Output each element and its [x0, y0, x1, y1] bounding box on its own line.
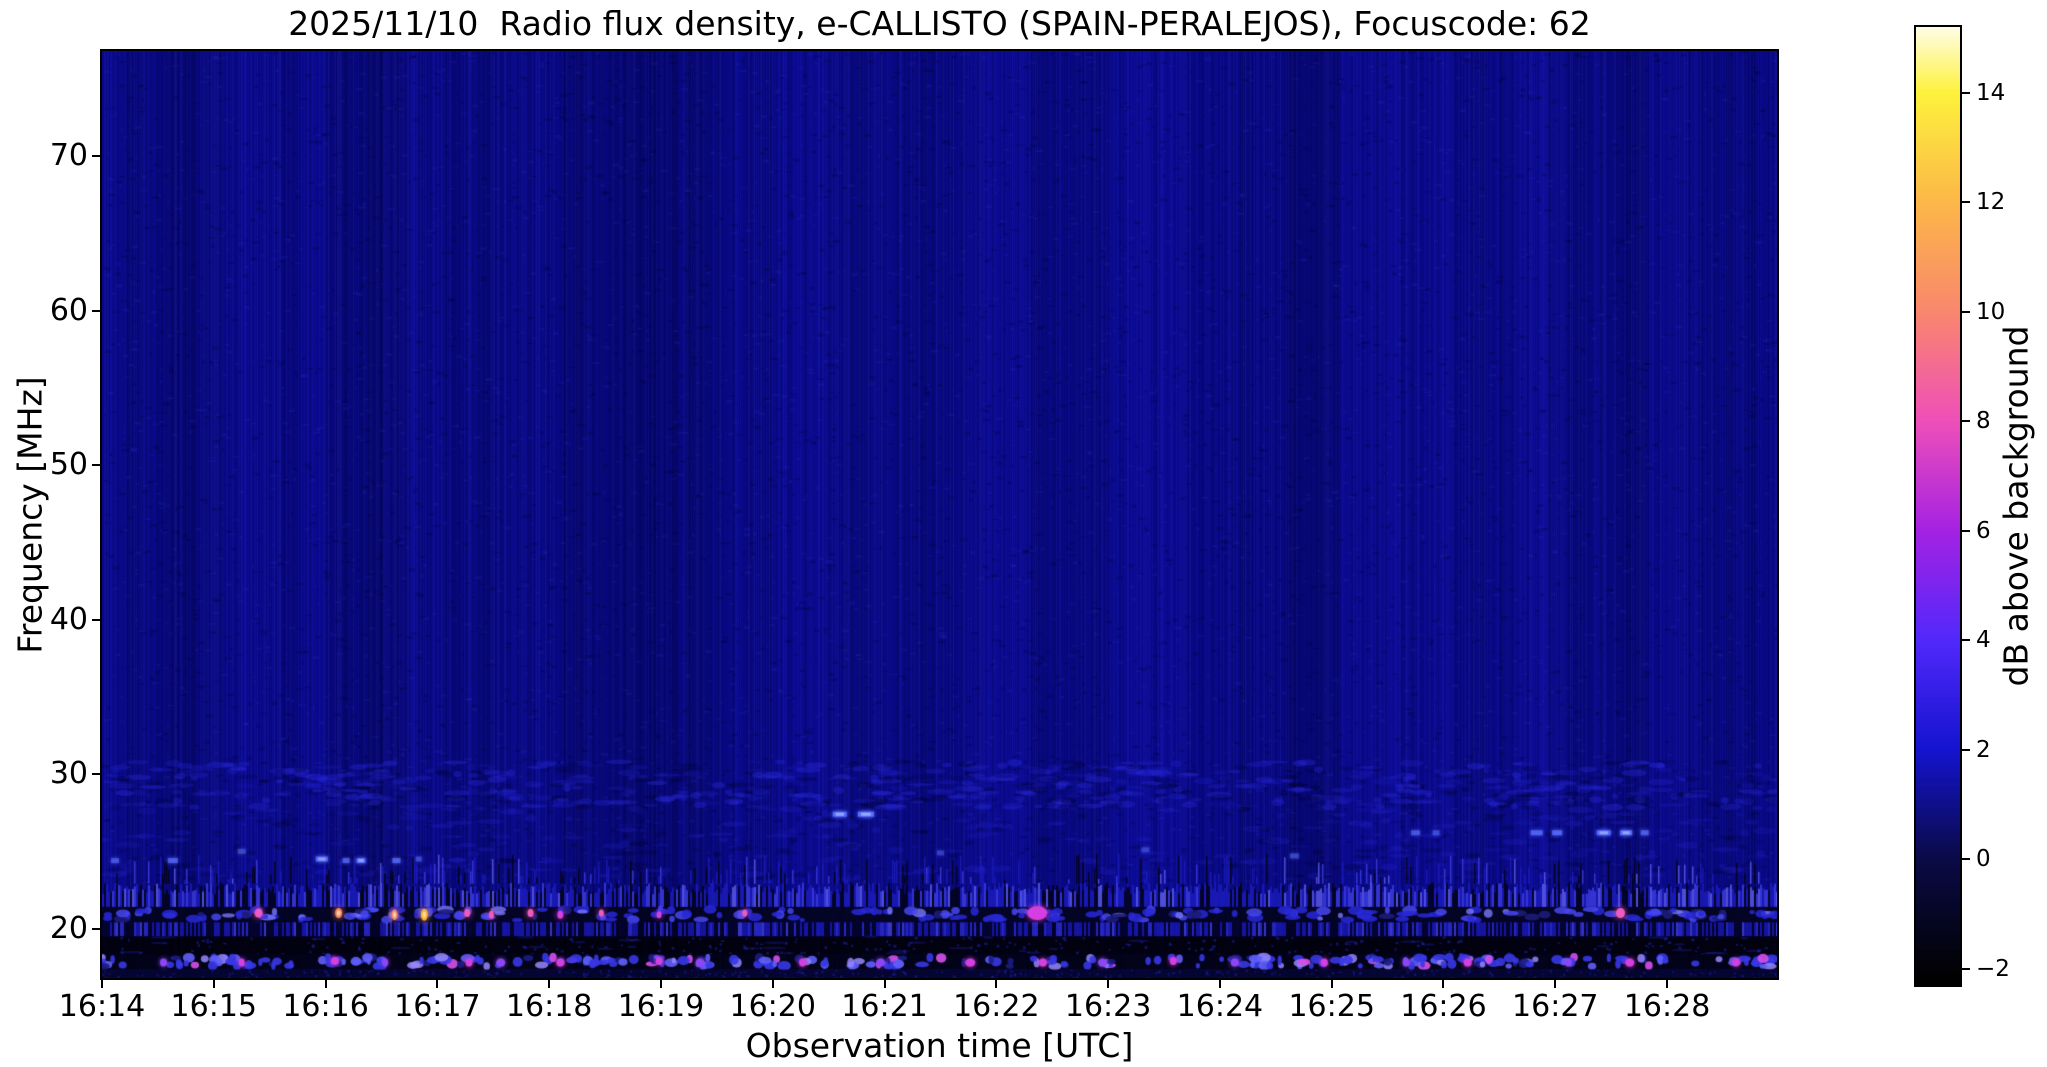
x-axis-label: Observation time [UTC] — [745, 1026, 1134, 1065]
plot-frame — [100, 49, 1779, 980]
y-tick — [92, 773, 101, 776]
x-tick — [1330, 979, 1333, 988]
colorbar — [1914, 25, 1962, 987]
y-tick-label: 20 — [49, 910, 88, 946]
x-tick-label: 16:23 — [1064, 989, 1152, 1024]
y-tick — [92, 464, 101, 467]
colorbar-tick — [1962, 639, 1970, 642]
x-tick — [659, 979, 662, 988]
spectrogram-heatmap — [102, 51, 1777, 978]
y-tick — [92, 618, 101, 621]
plot-title: 2025/11/10 Radio flux density, e-CALLIST… — [288, 4, 1591, 43]
x-tick-label: 16:26 — [1400, 989, 1487, 1024]
x-tick-label: 16:19 — [617, 989, 705, 1024]
colorbar-tick-label: 8 — [1976, 408, 1991, 435]
colorbar-tick-label: 6 — [1976, 517, 1991, 544]
x-tick — [101, 979, 103, 988]
colorbar-tick-label: 0 — [1976, 846, 1991, 873]
y-tick-label: 40 — [49, 601, 88, 637]
y-tick-label: 60 — [49, 292, 88, 328]
x-tick — [1666, 979, 1669, 988]
x-tick — [1218, 979, 1221, 988]
y-tick — [92, 927, 101, 930]
x-tick-label: 16:20 — [729, 989, 816, 1024]
y-tick-label: 70 — [49, 138, 88, 174]
colorbar-label: dB above background — [1996, 325, 2036, 687]
x-tick-label: 16:24 — [1176, 989, 1264, 1024]
colorbar-tick — [1962, 748, 1970, 751]
colorbar-tick — [1962, 91, 1970, 94]
colorbar-tick — [1962, 201, 1970, 204]
x-tick-label: 16:16 — [282, 989, 369, 1024]
colorbar-tick — [1962, 529, 1970, 532]
x-tick-label: 16:25 — [1288, 989, 1375, 1024]
colorbar-tick-label: −2 — [1976, 955, 2010, 982]
colorbar-tick-label: 10 — [1976, 298, 2006, 325]
y-tick-label: 50 — [49, 447, 88, 483]
y-tick — [92, 155, 101, 158]
colorbar-tick — [1962, 967, 1970, 970]
x-tick — [324, 979, 327, 988]
x-tick — [883, 979, 886, 988]
y-tick-label: 30 — [49, 756, 88, 792]
colorbar-tick-label: 12 — [1976, 189, 2006, 216]
x-tick-label: 16:28 — [1623, 989, 1711, 1024]
x-tick — [436, 979, 439, 988]
colorbar-tick — [1962, 858, 1970, 861]
x-tick — [1554, 979, 1557, 988]
x-tick — [1107, 979, 1110, 988]
colorbar-tick-label: 14 — [1976, 79, 2006, 106]
y-tick — [92, 309, 101, 312]
x-tick — [548, 979, 551, 988]
x-tick — [771, 979, 774, 988]
x-tick-label: 16:18 — [505, 989, 593, 1024]
x-tick-label: 16:21 — [841, 989, 928, 1024]
x-tick — [1442, 979, 1445, 988]
colorbar-tick-label: 4 — [1976, 627, 1991, 654]
x-tick-label: 16:15 — [170, 989, 258, 1024]
colorbar-tick — [1962, 420, 1970, 423]
x-tick-label: 16:14 — [58, 989, 146, 1024]
x-tick — [995, 979, 998, 988]
x-tick-label: 16:22 — [953, 989, 1040, 1024]
x-tick — [212, 979, 215, 988]
colorbar-tick-label: 2 — [1976, 736, 1991, 763]
x-tick-label: 16:27 — [1512, 989, 1599, 1024]
colorbar-tick — [1962, 310, 1970, 313]
y-axis-label: Frequency [MHz] — [10, 376, 50, 654]
x-tick-label: 16:17 — [394, 989, 481, 1024]
